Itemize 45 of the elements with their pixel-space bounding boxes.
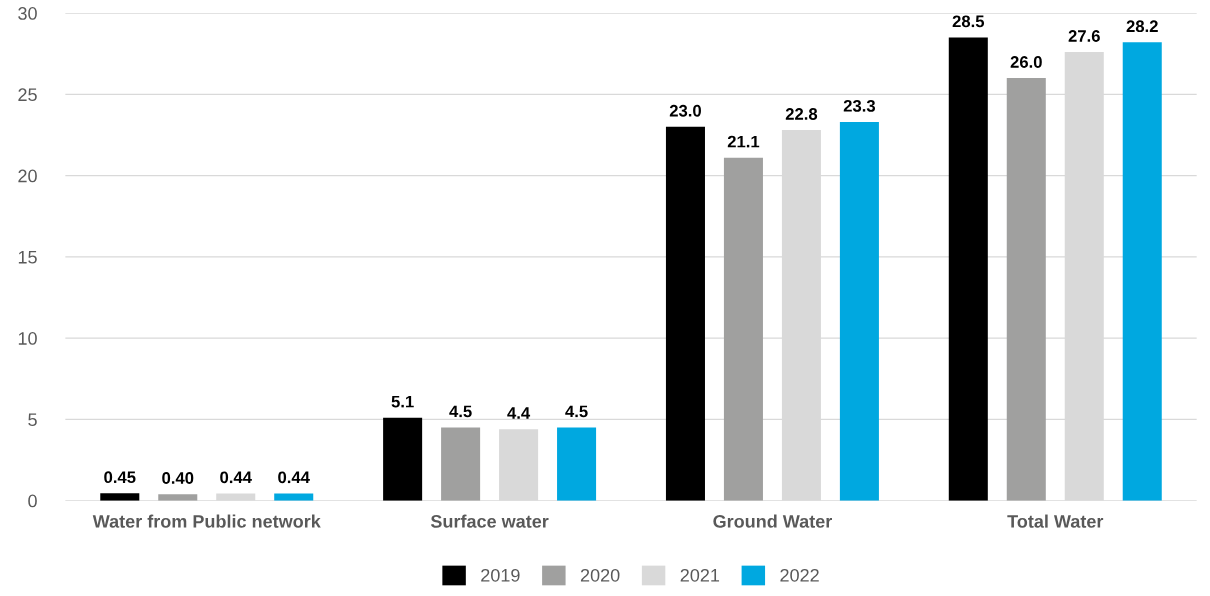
data-label: 23.3: [843, 99, 876, 112]
data-label: 26.0: [1010, 56, 1042, 68]
bar: [499, 429, 539, 501]
bar: [216, 493, 256, 501]
data-label: 23.0: [669, 104, 701, 117]
y-tick-label: 30: [18, 7, 37, 20]
y-tick-label: 20: [18, 169, 37, 183]
legend-label: 2019: [481, 568, 520, 582]
bar: [723, 157, 763, 501]
x-tick-label: Ground Water: [713, 514, 833, 528]
data-label: 22.8: [785, 108, 818, 120]
bar: [948, 37, 988, 501]
bar: [1122, 42, 1162, 501]
data-label: 28.2: [1126, 20, 1158, 33]
data-label: 0.40: [162, 472, 194, 484]
data-label: 4.4: [507, 407, 531, 419]
legend-label: 2022: [780, 568, 819, 582]
x-tick-label: Surface water: [430, 514, 549, 528]
bar: [274, 493, 314, 501]
y-tick-label: 0: [28, 494, 37, 508]
bar: [100, 493, 140, 501]
bar: [557, 427, 597, 501]
bar: [158, 494, 198, 501]
y-tick-label: 15: [18, 251, 37, 264]
data-label: 21.1: [727, 135, 760, 148]
bar: [665, 126, 705, 501]
legend-label: 2021: [680, 568, 720, 582]
y-tick-label: 25: [18, 88, 37, 102]
data-label: 0.44: [220, 471, 252, 484]
data-label: 0.44: [278, 471, 310, 484]
bar: [839, 121, 879, 501]
x-tick-label: Water from Public network: [92, 514, 321, 528]
y-tick-label: 5: [28, 413, 37, 427]
x-tick-label: Total Water: [1007, 514, 1104, 528]
data-label: 4.5: [565, 405, 588, 418]
data-label: 0.45: [104, 471, 136, 484]
legend-label: 2020: [580, 568, 620, 582]
data-label: 27.6: [1068, 30, 1100, 42]
bar: [441, 427, 481, 501]
data-label: 28.5: [952, 15, 985, 28]
data-label: 4.5: [449, 405, 472, 418]
y-tick-label: 10: [18, 332, 37, 345]
bar: [1006, 78, 1046, 501]
data-label: 5.1: [391, 395, 414, 408]
bar: [383, 417, 423, 501]
